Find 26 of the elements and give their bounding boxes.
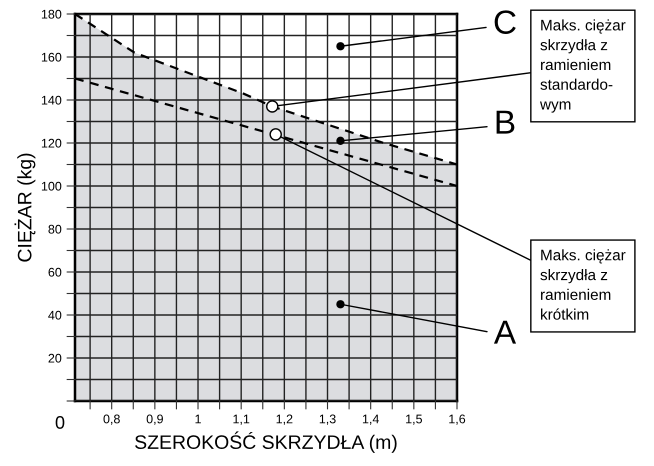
annotation: C <box>494 10 516 34</box>
x-tick-label: 1,4 <box>362 414 379 425</box>
x-tick-label: 0,9 <box>146 414 163 425</box>
y-tick-label: 160 <box>42 52 62 62</box>
y-tick-label: 60 <box>48 268 62 277</box>
x-tick-label: 0,8 <box>103 414 120 425</box>
x-axis-title: SZEROKOŚĆ SKRZYDŁA (m) <box>135 431 397 453</box>
y-tick-label: 140 <box>42 96 62 105</box>
x-tick-label: 1 <box>195 414 201 424</box>
annotation: Maks. ciężar skrzydła z ramieniem krótkim <box>540 249 626 320</box>
y-axis-title: CIĘŻAR (kg) <box>14 154 36 262</box>
annotation: Maks. ciężar skrzydła z ramieniem standardo- wym <box>540 19 626 113</box>
x-tick-label: 1,1 <box>233 414 250 425</box>
x-tick-label: 1,3 <box>320 414 336 425</box>
x-tick-label: 1,5 <box>406 414 422 425</box>
x-tick-label: 1,6 <box>449 414 466 425</box>
y-tick-label: 100 <box>42 182 62 191</box>
annotation: B <box>496 110 514 134</box>
y-tick-label: 120 <box>42 138 62 148</box>
y-tick-label: 20 <box>48 354 62 363</box>
y-tick-label: 80 <box>48 224 62 234</box>
text: 0 <box>56 416 64 429</box>
x-tick-label: 1,2 <box>276 414 292 425</box>
y-tick-label: 180 <box>42 10 62 19</box>
y-tick-label: 40 <box>48 310 62 320</box>
annotation: A <box>494 320 516 344</box>
